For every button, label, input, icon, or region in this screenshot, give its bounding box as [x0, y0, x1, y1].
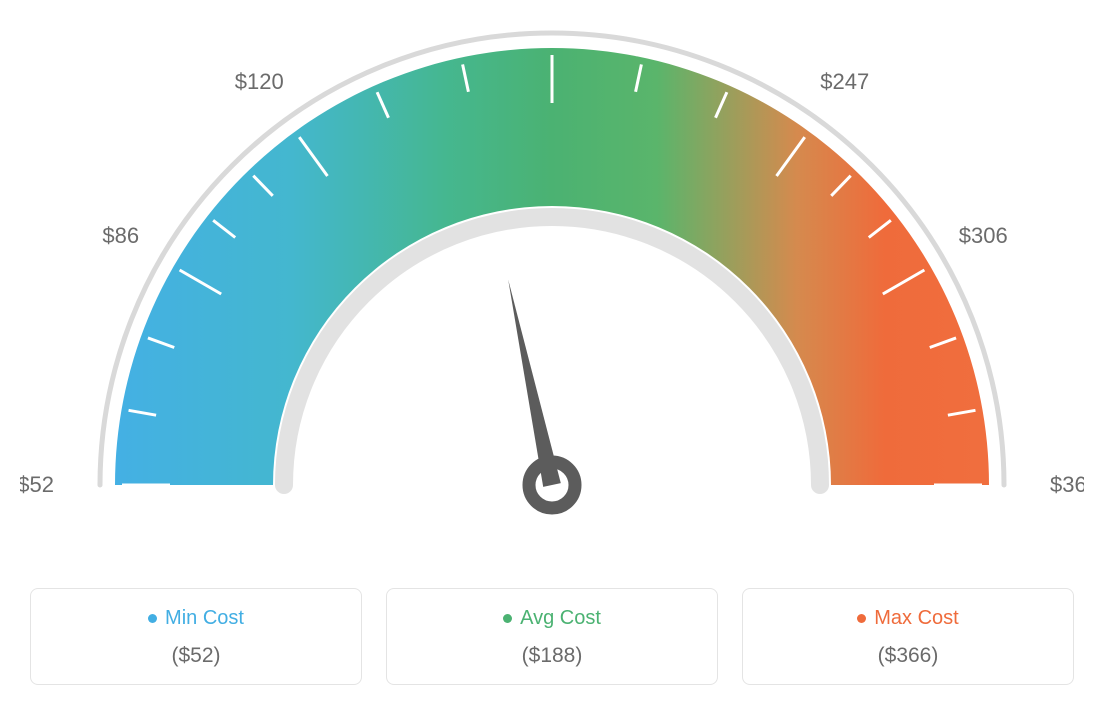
svg-text:$120: $120 [235, 69, 284, 94]
legend-card-avg: Avg Cost ($188) [386, 588, 718, 685]
svg-text:$86: $86 [102, 223, 139, 248]
legend-title-min: Min Cost [148, 607, 244, 630]
legend-value: ($366) [753, 644, 1063, 668]
legend-card-min: Min Cost ($52) [30, 588, 362, 685]
dot-icon [148, 614, 157, 623]
cost-gauge-chart: $52$86$120$188$247$306$366 Min Cost ($52… [20, 20, 1084, 685]
svg-text:$306: $306 [959, 223, 1008, 248]
legend-title-max: Max Cost [857, 607, 958, 630]
legend-title-avg: Avg Cost [503, 607, 601, 630]
svg-text:$52: $52 [20, 472, 54, 497]
legend-label: Avg Cost [520, 607, 601, 630]
svg-text:$366: $366 [1050, 472, 1084, 497]
legend-row: Min Cost ($52) Avg Cost ($188) Max Cost … [20, 588, 1084, 685]
dot-icon [503, 614, 512, 623]
legend-card-max: Max Cost ($366) [742, 588, 1074, 685]
legend-label: Max Cost [874, 607, 958, 630]
legend-value: ($52) [41, 644, 351, 668]
svg-text:$247: $247 [820, 69, 869, 94]
legend-label: Min Cost [165, 607, 244, 630]
legend-value: ($188) [397, 644, 707, 668]
dot-icon [857, 614, 866, 623]
gauge-svg: $52$86$120$188$247$306$366 [20, 20, 1084, 560]
